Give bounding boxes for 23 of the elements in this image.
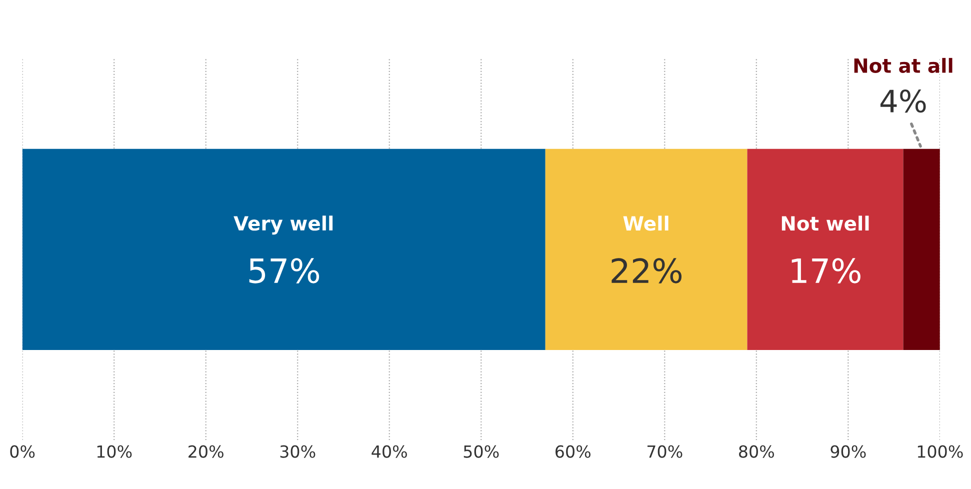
x-tick-label: 40% [372, 445, 407, 458]
x-tick-label: 0% [10, 445, 35, 458]
text: Not at all [854, 58, 952, 73]
x-tick-label: 80% [739, 445, 774, 458]
bar [747, 148, 904, 350]
data-label: 17% [792, 258, 860, 284]
x-tick-label: 10% [97, 445, 132, 458]
x-tick-label: 50% [464, 445, 499, 458]
series-label: Not well [782, 216, 869, 231]
bar [903, 148, 940, 350]
x-tick-label: 20% [188, 445, 224, 458]
x-tick-label: 90% [830, 445, 866, 458]
x-tick-label: 60% [556, 445, 590, 458]
data-label: 57% [249, 258, 320, 284]
x-tick-label: 30% [280, 445, 316, 458]
bar [22, 148, 546, 350]
series-label: Very well [234, 216, 333, 235]
data-label: 22% [612, 258, 682, 284]
bar [545, 148, 748, 350]
data-label: 4% [880, 90, 926, 113]
x-tick-label: 70% [647, 445, 682, 458]
series-label: Well [623, 216, 668, 231]
x-tick-label: 100% [918, 445, 963, 458]
